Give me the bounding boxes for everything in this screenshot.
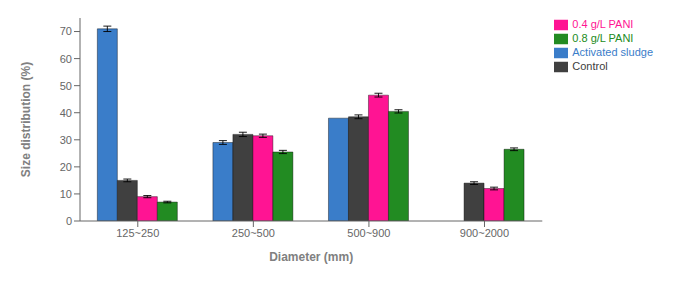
svg-text:125~250: 125~250 [116, 227, 159, 239]
svg-text:900~2000: 900~2000 [460, 227, 509, 239]
html-text:Control: Control [572, 60, 608, 73]
svg-text:40: 40 [60, 107, 72, 119]
svg-text:30: 30 [60, 134, 72, 146]
svg-text:500~900: 500~900 [347, 227, 390, 239]
svg-text:Size distribution (%): Size distribution (%) [19, 62, 33, 177]
html-text:0.8 g/L PANI: 0.8 g/L PANI [572, 32, 634, 45]
svg-text:50: 50 [60, 80, 72, 92]
html-text:0.4 g/L PANI: 0.4 g/L PANI [572, 18, 634, 30]
svg-text:60: 60 [60, 53, 72, 65]
svg-text:70: 70 [60, 25, 72, 37]
svg-text:20: 20 [60, 161, 72, 173]
svg-text:Diameter (mm): Diameter (mm) [269, 250, 353, 264]
svg-text:250~500: 250~500 [232, 227, 275, 239]
html-text:Activated sludge: Activated sludge [572, 46, 653, 59]
svg-text:10: 10 [60, 188, 72, 200]
svg-text:0: 0 [66, 215, 72, 227]
